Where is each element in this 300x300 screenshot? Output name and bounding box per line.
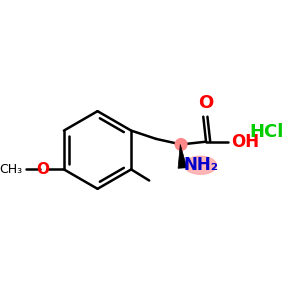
Ellipse shape [184, 156, 217, 174]
Text: O: O [198, 94, 213, 112]
Text: HCl: HCl [250, 123, 284, 141]
Text: OH: OH [232, 133, 260, 151]
Text: NH₂: NH₂ [183, 156, 218, 174]
Text: CH₃: CH₃ [0, 163, 22, 176]
Ellipse shape [175, 139, 187, 150]
Polygon shape [178, 145, 187, 168]
Text: O: O [37, 162, 50, 177]
